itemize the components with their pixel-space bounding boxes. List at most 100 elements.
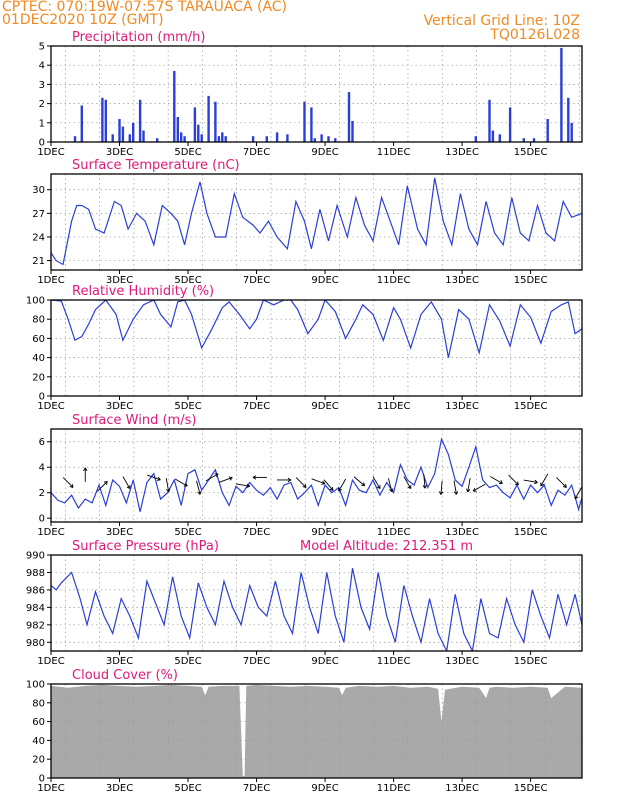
wind-arrow — [276, 477, 292, 483]
precip-bar — [570, 122, 573, 142]
precip-bar — [546, 119, 549, 142]
pressure-ytick-label: 980 — [26, 638, 45, 649]
temp-grid — [51, 174, 582, 270]
humidity-xtick-label: 3DEC — [106, 401, 133, 412]
cloud-ytick-label: 20 — [32, 755, 45, 766]
humidity-frame — [50, 299, 583, 397]
precip-bar — [560, 47, 563, 142]
precip-bar — [351, 120, 354, 142]
pressure-ytick-label: 982 — [26, 620, 45, 631]
temp-ytick-label: 27 — [32, 209, 45, 220]
humidity-line — [51, 300, 582, 358]
humidity-panel: 0 20 40 60 80 100 1DEC 3DEC 5DEC 7DEC 9DEC 11DEC 13D… — [26, 284, 583, 412]
precip-ytick-label: 0 — [39, 138, 45, 149]
wind-arrow — [83, 467, 88, 482]
pressure-xtick-label: 11DEC — [377, 656, 411, 667]
wind-xtick-label: 15DEC — [514, 527, 548, 538]
wind-arrow — [252, 475, 267, 480]
wind-arrow — [540, 473, 549, 487]
pressure-xtick-label: 7DEC — [243, 656, 270, 667]
precip-bar — [275, 132, 279, 142]
pressure-ytick-label: 990 — [26, 551, 45, 562]
wind-arrow — [466, 478, 471, 493]
wind-xtick-label: 11DEC — [377, 527, 411, 538]
temp-xtick-label: 3DEC — [106, 275, 133, 286]
humidity-xtick-label: 13DEC — [445, 401, 479, 412]
wind-arrow — [196, 480, 202, 495]
wind-xtick-label: 3DEC — [106, 527, 133, 538]
wind-grid — [51, 429, 582, 522]
pressure-ytick-label: 986 — [26, 585, 45, 596]
precip-bar — [80, 105, 83, 142]
humidity-ytick-label: 40 — [32, 353, 45, 364]
precip-bar — [180, 132, 183, 142]
precip-bar — [313, 138, 316, 142]
wind-arrow — [453, 480, 459, 495]
precip-bar — [132, 122, 135, 142]
wind-frame — [50, 428, 583, 523]
temp-xtick-label: 1DEC — [37, 275, 64, 286]
precip-bar — [491, 130, 495, 142]
cloud-xtick-label: 3DEC — [106, 783, 133, 794]
precip-frame — [50, 45, 583, 143]
wind-arrow — [122, 476, 131, 489]
precip-title: Precipitation (mm/h) — [72, 30, 205, 45]
cloud-xtick-label: 11DEC — [377, 783, 411, 794]
precip-bar — [508, 107, 512, 142]
cloud-ytick-label: 80 — [32, 698, 45, 709]
wind-ytick-label: 4 — [39, 463, 45, 474]
precip-bar — [121, 126, 125, 142]
precip-bar — [207, 95, 210, 142]
cloud-grid — [51, 684, 582, 778]
wind-title: Surface Wind (m/s) — [72, 413, 196, 428]
cloud-ytick-label: 100 — [26, 680, 45, 691]
grid-line-note: Vertical Grid Line: 10Z — [423, 13, 580, 29]
station-header: CPTEC: 070:19W-07:57S TARAUACA (AC) — [2, 0, 288, 15]
wind-xtick-label: 9DEC — [311, 527, 338, 538]
wind-arrow — [165, 478, 171, 493]
precip-bar — [347, 92, 351, 142]
pressure-xtick-label: 13DEC — [445, 656, 479, 667]
wind-arrow — [556, 477, 567, 488]
precip-bar — [217, 136, 221, 142]
cloud-ytick-label: 0 — [39, 774, 45, 785]
wind-arrow — [218, 476, 233, 483]
wind-arrow — [372, 476, 381, 489]
wind-xtick-label: 7DEC — [243, 527, 270, 538]
pressure-xtick-label: 9DEC — [311, 656, 338, 667]
precip-bar — [286, 134, 289, 142]
humidity-grid — [51, 300, 582, 396]
precip-bar — [173, 71, 176, 142]
temp-ytick-label: 21 — [32, 256, 45, 267]
wind-arrow — [508, 474, 519, 486]
humidity-title: Relative Humidity (%) — [72, 284, 214, 299]
precip-bar — [156, 138, 159, 142]
wind-arrow — [574, 486, 583, 500]
humidity-ytick-label: 80 — [32, 315, 45, 326]
wind-arrow — [353, 476, 366, 487]
precip-xtick-label: 13DEC — [445, 147, 479, 158]
wind-arrow — [387, 478, 394, 493]
precip-bar — [176, 117, 179, 142]
precip-bar — [567, 97, 570, 142]
cloud-xtick-label: 5DEC — [174, 783, 201, 794]
precip-bar — [498, 134, 501, 142]
pressure-ytick-label: 984 — [26, 603, 45, 614]
wind-ytick-label: 2 — [39, 488, 45, 499]
wind-xtick-label: 5DEC — [174, 527, 201, 538]
humidity-ytick-label: 20 — [32, 372, 45, 383]
precip-bar — [200, 134, 203, 142]
precip-bar — [197, 124, 200, 142]
precip-bar — [310, 107, 313, 142]
precip-bar — [118, 119, 121, 142]
pressure-title: Surface Pressure (hPa) — [72, 539, 219, 554]
wind-arrow — [323, 479, 334, 491]
cloud-xtick-label: 9DEC — [311, 783, 338, 794]
temp-title: Surface Temperature (nC) — [72, 158, 240, 173]
precip-bar — [320, 134, 323, 142]
cloud-title: Cloud Cover (%) — [72, 668, 178, 683]
precip-bar — [474, 136, 477, 142]
wind-arrow — [523, 479, 538, 485]
wind-xtick-label: 13DEC — [445, 527, 479, 538]
wind-arrow — [174, 478, 188, 487]
